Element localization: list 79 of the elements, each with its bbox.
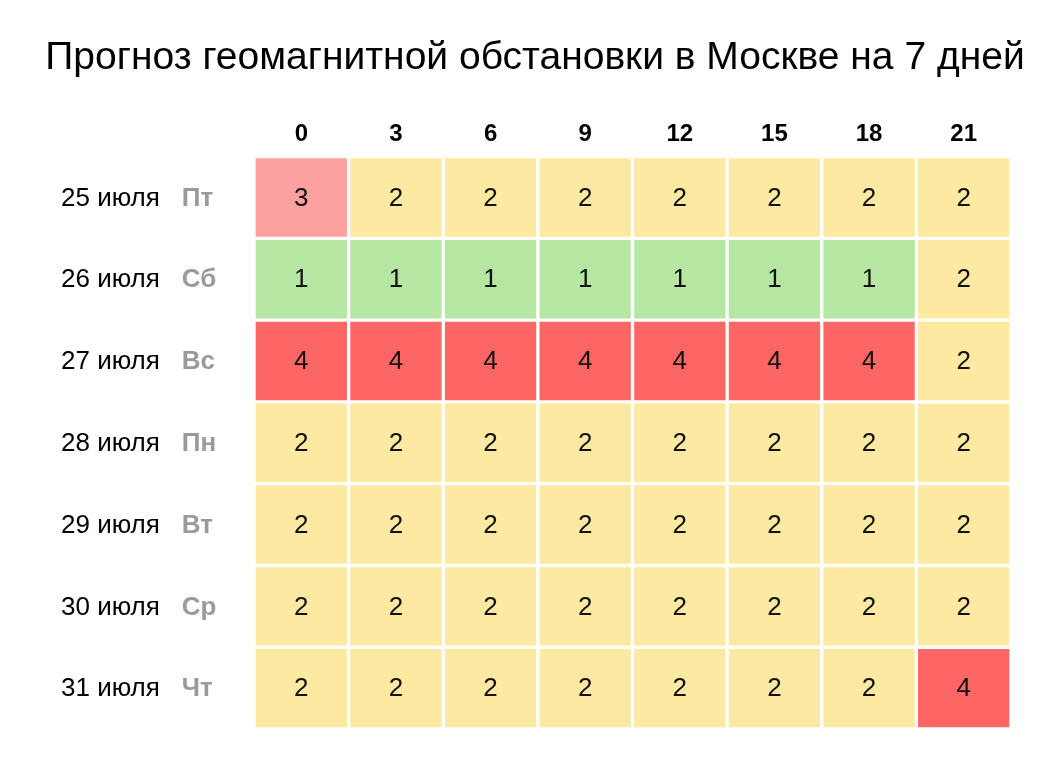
- data-label: 2: [483, 426, 498, 457]
- data-label: 2: [861, 426, 877, 457]
- data-label: 2: [483, 590, 498, 621]
- y-tick-label: 26 июля: [61, 263, 160, 294]
- data-label: 2: [483, 508, 498, 539]
- data-label: 2: [577, 590, 593, 621]
- data-label: 2: [672, 508, 688, 539]
- data-label: 2: [767, 590, 782, 621]
- data-label: 4: [672, 345, 688, 376]
- y2-tick-label: Вт: [181, 508, 214, 539]
- data-label: 1: [577, 263, 593, 294]
- data-label: 2: [577, 181, 593, 212]
- data-label: 2: [294, 508, 309, 539]
- data-label: 2: [672, 590, 688, 621]
- x-tick-label: 21: [950, 118, 978, 146]
- x-tick-label: 12: [666, 118, 694, 146]
- data-label: 2: [767, 508, 782, 539]
- data-label: 1: [861, 263, 877, 294]
- data-label: 2: [388, 508, 404, 539]
- chart-title: Прогноз геомагнитной обстановки в Москве на 7 дней: [45, 34, 1025, 78]
- x-tick-label: 18: [855, 118, 883, 146]
- data-label: 2: [483, 672, 498, 703]
- data-label: 2: [672, 426, 688, 457]
- data-label: 2: [294, 590, 309, 621]
- data-label: 2: [294, 672, 309, 703]
- data-label: 2: [956, 263, 971, 294]
- y-tick-label: 25 июля: [61, 181, 160, 212]
- data-label: 4: [388, 345, 404, 376]
- y-tick-label: 29 июля: [61, 508, 160, 539]
- data-label: 4: [294, 345, 309, 376]
- x-tick-label: 9: [578, 118, 592, 146]
- y2-tick-label: Пн: [181, 426, 217, 457]
- y2-tick-label: Пт: [181, 181, 214, 212]
- data-label: 2: [388, 181, 404, 212]
- data-label: 2: [672, 672, 688, 703]
- data-label: 1: [767, 263, 782, 294]
- data-label: 1: [483, 263, 498, 294]
- x-tick-label: 3: [389, 118, 403, 146]
- y-tick-label: 30 июля: [61, 590, 160, 621]
- x-tick-label: 0: [294, 118, 308, 146]
- data-label: 2: [956, 426, 971, 457]
- data-label: 1: [294, 263, 309, 294]
- data-label: 2: [767, 181, 782, 212]
- x-tick-label: 15: [761, 118, 788, 146]
- y-tick-label: 28 июля: [61, 426, 160, 457]
- data-label: 2: [483, 181, 498, 212]
- data-label: 4: [767, 345, 782, 376]
- x-tick-label: 6: [483, 118, 498, 146]
- data-label: 2: [388, 672, 404, 703]
- data-label: 2: [577, 426, 593, 457]
- data-label: 2: [672, 181, 688, 212]
- data-label: 4: [956, 672, 971, 703]
- data-label: 2: [294, 426, 309, 457]
- y-tick-label: 27 июля: [61, 345, 160, 376]
- data-label: 2: [577, 508, 593, 539]
- data-label: 2: [767, 672, 782, 703]
- data-label: 2: [577, 672, 593, 703]
- data-label: 2: [956, 590, 971, 621]
- data-label: 2: [956, 345, 971, 376]
- data-label: 2: [388, 426, 404, 457]
- data-label: 2: [956, 181, 971, 212]
- y-tick-label: 31 июля: [61, 672, 160, 703]
- data-label: 3: [294, 181, 309, 212]
- data-label: 2: [861, 508, 877, 539]
- y2-tick-label: Ср: [181, 590, 217, 621]
- data-label: 1: [672, 263, 688, 294]
- data-label: 4: [577, 345, 593, 376]
- data-label: 4: [483, 345, 498, 376]
- data-label: 2: [861, 590, 877, 621]
- y2-tick-label: Вс: [181, 345, 216, 376]
- data-label: 2: [767, 426, 782, 457]
- data-label: 2: [388, 590, 404, 621]
- data-label: 2: [861, 181, 877, 212]
- data-label: 2: [861, 672, 877, 703]
- data-label: 2: [956, 508, 971, 539]
- data-label: 4: [861, 345, 877, 376]
- y2-tick-label: Сб: [181, 263, 217, 294]
- data-label: 1: [388, 263, 404, 294]
- y2-tick-label: Чт: [181, 672, 214, 703]
